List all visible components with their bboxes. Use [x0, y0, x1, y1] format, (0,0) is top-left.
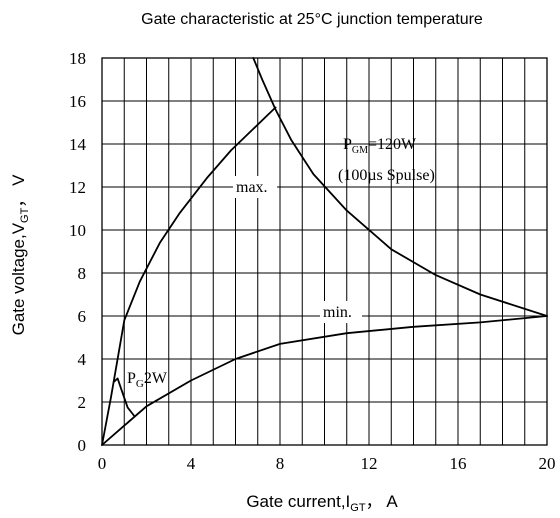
y-tick-label: 12 — [69, 178, 86, 197]
series-line-pg — [113, 377, 136, 417]
y-axis-label-tail: ， V — [9, 174, 28, 208]
y-tick-label: 16 — [69, 92, 86, 111]
x-axis-label-sub: GT — [350, 502, 366, 514]
series-line-min — [101, 315, 548, 446]
y-tick-label: 8 — [78, 264, 87, 283]
pg-label-sub: G — [136, 378, 144, 390]
series-line-pgm — [252, 57, 548, 317]
pg-label-tail: 2W — [144, 370, 168, 387]
y-tick-label: 2 — [78, 393, 87, 412]
min-label-background — [320, 301, 362, 323]
y-axis-label-sub: GT — [19, 207, 31, 223]
x-axis-label: Gate current,IGT， A — [246, 492, 398, 514]
max-label: max. — [236, 179, 268, 196]
y-tick-label: 6 — [78, 307, 87, 326]
x-tick-label: 20 — [539, 454, 556, 473]
y-tick-label: 18 — [69, 49, 86, 68]
y-axis-label: Gate voltage,VGT， V — [9, 174, 31, 335]
x-tick-label: 8 — [276, 454, 285, 473]
x-axis-label-tail: ， A — [366, 492, 399, 511]
max-label-background — [233, 176, 277, 198]
x-tick-label: 16 — [450, 454, 467, 473]
pg-label: PG2W — [127, 370, 168, 390]
pgm-label-sub: GM — [352, 145, 368, 156]
pgm-label: PGM=120W — [343, 136, 417, 156]
series-line-max — [101, 106, 277, 446]
pgm-pulse-label: (100µs Spulse) — [338, 167, 435, 184]
pgm-label-main: P — [343, 136, 352, 153]
x-tick-label: 12 — [361, 454, 378, 473]
y-axis-label-main: Gate voltage,V — [9, 222, 28, 335]
y-tick-label: 14 — [69, 135, 87, 154]
chart-title: Gate characteristic at 25°C junction tem… — [141, 11, 483, 28]
x-tick-label: 4 — [187, 454, 196, 473]
x-tick-label: 0 — [98, 454, 107, 473]
grid — [102, 58, 547, 445]
y-tick-label: 10 — [69, 221, 86, 240]
pgm-label-tail: =120W — [368, 136, 417, 153]
x-axis-label-main: Gate current,I — [246, 492, 350, 511]
plot-frame — [101, 57, 548, 446]
y-tick-labels: 0 2 4 6 8 10 12 14 16 18 — [69, 49, 87, 455]
min-label: min. — [323, 304, 352, 321]
curves — [101, 57, 548, 446]
y-tick-label: 4 — [78, 350, 87, 369]
x-tick-labels: 0 4 8 12 16 20 — [98, 454, 556, 473]
y-tick-label: 0 — [78, 436, 87, 455]
pg-label-main: P — [127, 370, 136, 387]
